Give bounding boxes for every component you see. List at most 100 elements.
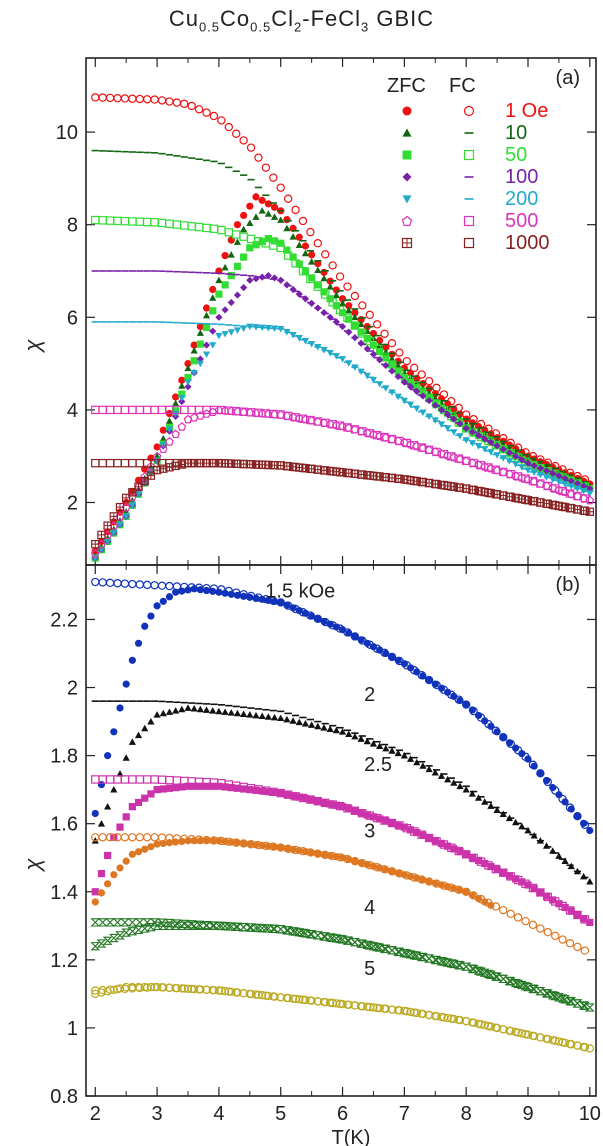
zfc-point <box>363 737 371 745</box>
zfc-point <box>134 731 143 739</box>
zfc-point <box>240 325 248 332</box>
zfc-point <box>276 993 285 1002</box>
zfc-point <box>480 1020 489 1030</box>
zfc-point <box>308 721 316 728</box>
zfc-point <box>127 927 138 936</box>
zfc-point <box>363 345 371 353</box>
zfc-point <box>518 749 526 758</box>
zfc-point <box>369 341 378 349</box>
series-label: 2.5 <box>364 754 392 776</box>
zfc-point <box>387 1005 397 1014</box>
zfc-point <box>277 598 285 607</box>
zfc-point <box>444 410 452 419</box>
zfc-point <box>233 327 242 334</box>
zfc-point <box>363 372 371 380</box>
zfc-point <box>448 959 459 969</box>
zfc-point <box>221 837 229 845</box>
zfc-point <box>455 1015 465 1025</box>
zfc-point <box>338 803 347 811</box>
title-part: Co <box>220 6 251 31</box>
zfc-point <box>170 921 181 930</box>
zfc-point <box>184 364 192 372</box>
zfc-point <box>418 443 428 453</box>
zfc-point <box>487 438 495 446</box>
zfc-point <box>406 826 415 834</box>
fc-point <box>543 928 552 937</box>
zfc-point <box>153 443 161 451</box>
zfc-point <box>400 397 408 405</box>
title-part: -FeCl <box>302 6 362 31</box>
zfc-point <box>338 421 347 431</box>
zfc-point <box>91 898 99 906</box>
zfc-point <box>178 390 186 398</box>
zfc-point <box>164 921 175 930</box>
zfc-point <box>121 493 131 503</box>
zfc-point <box>337 935 348 944</box>
zfc-point <box>554 1037 564 1046</box>
zfc-point <box>202 706 211 713</box>
legend-zfc-marker <box>402 150 412 160</box>
zfc-point <box>312 931 323 940</box>
zfc-point <box>159 434 167 442</box>
fc-point <box>468 964 479 974</box>
zfc-point <box>536 479 545 488</box>
zfc-point <box>517 473 527 482</box>
zfc-point <box>252 324 260 331</box>
zfc-point <box>382 866 390 874</box>
zfc-point <box>455 454 465 464</box>
zfc-point <box>376 381 384 388</box>
zfc-point <box>548 483 558 492</box>
zfc-point <box>190 585 198 593</box>
zfc-point <box>586 918 594 927</box>
zfc-point <box>258 712 266 720</box>
fc-point <box>135 94 144 104</box>
zfc-point <box>474 856 483 865</box>
zfc-point <box>369 429 378 439</box>
fc-point <box>157 218 167 228</box>
zfc-point <box>240 839 248 848</box>
zfc-point <box>567 1040 576 1049</box>
zfc-point <box>306 930 317 939</box>
zfc-point <box>90 942 101 951</box>
zfc-point <box>308 299 316 307</box>
fc-point <box>113 216 122 226</box>
zfc-point <box>456 420 464 428</box>
zfc-point <box>450 845 458 853</box>
zfc-point <box>258 238 266 246</box>
zfc-point <box>462 888 470 896</box>
fc-point <box>91 215 100 225</box>
zfc-point <box>240 211 248 220</box>
zfc-point <box>104 752 112 760</box>
zfc-point <box>202 311 211 319</box>
zfc-point <box>258 273 266 281</box>
zfc-point <box>376 347 384 356</box>
fc-point <box>165 775 174 785</box>
zfc-point <box>308 274 316 282</box>
zfc-point <box>492 1023 502 1033</box>
zfc-point <box>246 711 254 718</box>
zfc-point <box>388 355 396 362</box>
zfc-point <box>580 819 588 827</box>
fc-point <box>313 239 323 248</box>
zfc-point <box>419 831 427 839</box>
zfc-point <box>325 998 335 1007</box>
zfc-point <box>165 708 174 715</box>
zfc-point <box>128 656 136 664</box>
series-2.5: 2.5 <box>91 754 594 927</box>
zfc-point <box>363 334 371 343</box>
zfc-point <box>314 259 322 268</box>
y-tick-label: 1.6 <box>50 814 78 836</box>
zfc-point <box>524 826 532 834</box>
zfc-point <box>320 309 328 317</box>
zfc-point <box>492 972 503 982</box>
zfc-point <box>282 411 292 420</box>
zfc-point <box>567 907 575 915</box>
zfc-point <box>153 602 161 610</box>
fc-point <box>105 216 115 225</box>
legend-zfc-marker <box>401 237 413 249</box>
fc-point <box>528 984 538 993</box>
zfc-point <box>561 857 569 865</box>
zfc-point <box>207 921 218 930</box>
zfc-point <box>437 772 446 779</box>
zfc-point <box>549 896 557 904</box>
